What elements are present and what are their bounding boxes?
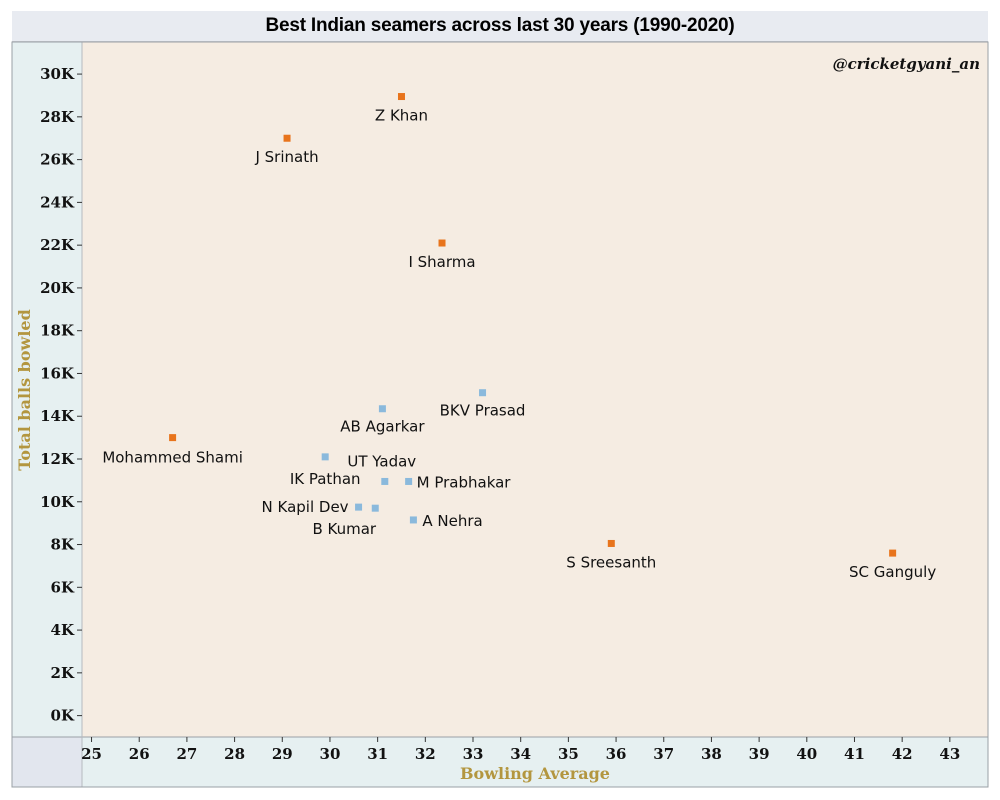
data-point-marker: [607, 539, 615, 547]
y-tick-label: 30K: [40, 65, 75, 83]
data-point-marker: [381, 477, 389, 485]
data-point-marker: [479, 389, 487, 397]
x-tick-label: 36: [606, 745, 627, 763]
data-point-label: SC Ganguly: [849, 563, 936, 581]
y-tick-label: 20K: [40, 279, 75, 297]
y-tick-label: 2K: [51, 664, 75, 682]
data-point-label: AB Agarkar: [340, 418, 425, 436]
x-tick-label: 39: [749, 745, 770, 763]
data-point-label: N Kapil Dev: [262, 498, 349, 516]
y-tick-label: 14K: [40, 407, 75, 425]
data-point-marker: [405, 477, 413, 485]
data-point-label: IK Pathan: [290, 470, 361, 488]
data-point-marker: [169, 434, 177, 442]
y-tick-label: 8K: [51, 536, 75, 554]
x-axis-panel: [82, 737, 988, 787]
y-axis-ticks: 0K 2K 4K 6K 8K 10K 12K 14K 16K 18K 20K 22K 24K 26K 28K…: [40, 65, 82, 725]
x-tick-label: 35: [558, 745, 579, 763]
data-point-marker: [321, 453, 329, 461]
x-tick-label: 28: [224, 745, 245, 763]
data-point-label: UT Yadav: [347, 452, 416, 470]
watermark: @cricketgyani_an: [833, 55, 980, 73]
x-tick-label: 33: [463, 745, 484, 763]
data-point-label: I Sharma: [408, 253, 475, 271]
x-tick-label: 25: [81, 745, 102, 763]
y-tick-label: 24K: [40, 193, 75, 211]
data-point-label: A Nehra: [422, 512, 482, 530]
plot-area: [82, 42, 988, 737]
x-axis-ticks: 25 26 27 28 29 30 31 32 33 34 35 36 37 38 39 40 41 42 43: [81, 737, 960, 763]
data-point-marker: [371, 504, 379, 512]
x-tick-label: 43: [939, 745, 960, 763]
data-point-label: BKV Prasad: [440, 402, 526, 420]
data-point-marker: [397, 93, 405, 101]
x-axis-title: Bowling Average: [460, 764, 610, 783]
y-tick-label: 4K: [51, 621, 75, 639]
data-point-label: Z Khan: [375, 107, 428, 125]
data-point-marker: [409, 516, 417, 524]
x-tick-label: 40: [796, 745, 817, 763]
data-point-marker: [378, 405, 386, 413]
y-tick-label: 22K: [40, 236, 75, 254]
data-point-label: J Srinath: [254, 148, 318, 166]
data-point-marker: [355, 503, 363, 511]
chart-frame: [11, 41, 989, 788]
data-point-label: Mohammed Shami: [102, 449, 243, 467]
y-tick-label: 12K: [40, 450, 75, 468]
axis-corner: [12, 737, 82, 787]
x-tick-label: 41: [844, 745, 865, 763]
title-bar: Best Indian seamers across last 30 years…: [12, 11, 988, 42]
y-tick-label: 28K: [40, 108, 75, 126]
x-tick-label: 34: [510, 745, 531, 763]
y-axis-panel: [12, 42, 82, 737]
x-tick-label: 30: [320, 745, 341, 763]
data-point-marker: [438, 239, 446, 247]
x-tick-label: 42: [892, 745, 913, 763]
x-tick-label: 26: [129, 745, 150, 763]
y-tick-label: 6K: [51, 578, 75, 596]
data-point-label: M Prabhakar: [417, 473, 512, 491]
y-tick-label: 18K: [40, 322, 75, 340]
x-tick-label: 27: [176, 745, 197, 763]
data-point-label: S Sreesanth: [566, 553, 656, 571]
data-point-marker: [283, 134, 291, 142]
x-tick-label: 38: [701, 745, 722, 763]
y-axis-title: Total balls bowled: [15, 309, 34, 471]
x-tick-label: 32: [415, 745, 436, 763]
y-tick-label: 16K: [40, 364, 75, 382]
x-tick-label: 31: [367, 745, 388, 763]
x-tick-label: 29: [272, 745, 293, 763]
y-tick-label: 26K: [40, 151, 75, 169]
y-tick-label: 10K: [40, 493, 75, 511]
data-point-label: B Kumar: [312, 520, 376, 538]
data-point-marker: [889, 549, 897, 557]
x-tick-label: 37: [653, 745, 674, 763]
data-points: Z Khan J Srinath I Sharma Mohammed Shami S S…: [102, 93, 936, 581]
chart-title: Best Indian seamers across last 30 years…: [265, 15, 735, 36]
y-tick-label: 0K: [51, 707, 75, 725]
